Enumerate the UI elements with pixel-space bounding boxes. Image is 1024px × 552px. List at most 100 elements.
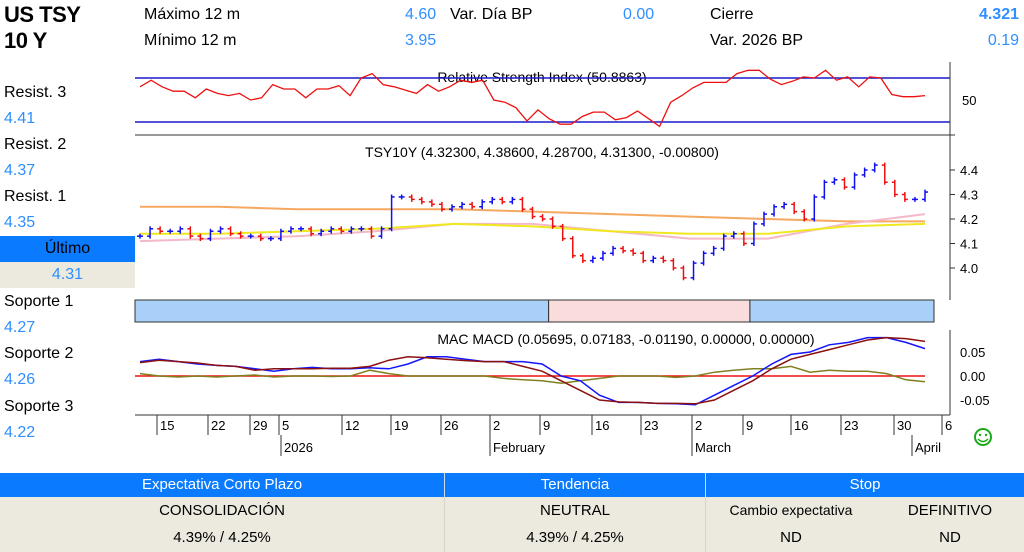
price-tick-label: 4.3 xyxy=(960,188,978,203)
ohlc-bar xyxy=(277,228,284,242)
resist2-value: 4.37 xyxy=(4,162,36,179)
ohlc-bar xyxy=(549,216,556,229)
ohlc-bar xyxy=(398,194,405,200)
month-label: March xyxy=(695,440,731,455)
ohlc-bar xyxy=(499,196,506,205)
price-tick-label: 4.4 xyxy=(960,163,978,178)
rsi-tick-label: 50 xyxy=(962,93,976,108)
ohlc-bar xyxy=(801,209,808,222)
stop-definitivo-label: DEFINITIVO xyxy=(907,502,993,519)
regime-band-up xyxy=(749,299,935,323)
macd-signal-line xyxy=(139,336,926,405)
ohlc-bar xyxy=(267,236,274,242)
ultimo-value: 4.31 xyxy=(0,262,135,288)
ohlc-bar xyxy=(328,226,335,234)
macd-tick-label: -0.05 xyxy=(960,393,990,408)
ohlc-bar xyxy=(922,189,928,202)
macd-histogram-line xyxy=(139,365,926,384)
ohlc-bar xyxy=(197,233,204,242)
ohlc-bar xyxy=(509,196,516,205)
ohlc-bar xyxy=(791,201,798,215)
ohlc-bar xyxy=(710,245,717,256)
x-tick-label: 2 xyxy=(493,418,500,433)
stop-definitivo-value: ND xyxy=(939,529,961,546)
ohlc-bar xyxy=(207,228,214,242)
ohlc-bar xyxy=(650,255,657,264)
macd-tick-label: 0.05 xyxy=(960,345,985,360)
ultimo-label: Último xyxy=(0,236,135,262)
ohlc-bar xyxy=(670,258,677,271)
var-dia-label: Var. Día BP xyxy=(450,6,533,23)
max-value: 4.60 xyxy=(405,6,437,23)
ohlc-bar xyxy=(871,162,878,173)
instrument-tenor: 10 Y xyxy=(4,28,47,53)
expectativa-value: CONSOLIDACIÓN xyxy=(159,502,285,519)
ohlc-bar xyxy=(428,199,435,207)
ohlc-bar xyxy=(298,226,305,232)
x-tick-label: 2 xyxy=(695,418,702,433)
soporte1-value: 4.27 xyxy=(4,319,36,336)
stop-cambio-value: ND xyxy=(780,529,802,546)
ohlc-bar xyxy=(438,201,445,212)
ohlc-bar xyxy=(579,253,586,264)
ohlc-bar xyxy=(167,228,174,234)
ohlc-bar xyxy=(469,201,476,210)
var-year-value: 0.19 xyxy=(987,32,1019,49)
ohlc-bar xyxy=(771,204,778,217)
x-tick-label: 16 xyxy=(794,418,808,433)
rsi-line xyxy=(139,69,926,128)
min-value: 3.95 xyxy=(405,32,437,49)
ohlc-bar xyxy=(620,245,627,254)
ohlc-bar xyxy=(368,226,375,239)
smiley-icon xyxy=(974,428,992,446)
expectativa-range: 4.39% / 4.25% xyxy=(173,529,271,546)
ohlc-bar xyxy=(781,201,788,210)
col-header-tendencia: Tendencia xyxy=(445,473,706,497)
var-dia-value: 0.00 xyxy=(623,6,655,23)
ohlc-bar xyxy=(217,226,224,234)
resist2-label: Resist. 2 xyxy=(4,136,67,153)
x-tick-label: 19 xyxy=(394,418,408,433)
soporte2-label: Soporte 2 xyxy=(4,345,74,362)
ohlc-bar xyxy=(680,265,687,281)
resist3-label: Resist. 3 xyxy=(4,84,67,101)
x-tick-label: 23 xyxy=(644,418,658,433)
stop-cambio-label: Cambio expectativa xyxy=(729,502,853,518)
soporte2-value: 4.26 xyxy=(4,371,36,388)
ohlc-bar xyxy=(318,228,325,237)
price-tick-label: 4.2 xyxy=(960,212,978,227)
x-tick-label: 6 xyxy=(945,418,952,433)
ohlc-bar xyxy=(760,211,767,227)
macd-tick-label: 0.00 xyxy=(960,369,985,384)
resist1-value: 4.35 xyxy=(4,214,36,231)
ohlc-bar xyxy=(559,223,566,242)
stop-definitivo-cell: DEFINITIVO ND xyxy=(876,497,1024,552)
ohlc-bar xyxy=(660,255,667,264)
ohlc-bar xyxy=(448,204,455,212)
month-label: February xyxy=(493,440,546,455)
col-header-expectativa: Expectativa Corto Plazo xyxy=(0,473,445,497)
soporte3-label: Soporte 3 xyxy=(4,398,74,415)
tendencia-cell: NEUTRAL 4.39% / 4.25% xyxy=(445,497,706,552)
ohlc-bar xyxy=(901,192,908,202)
x-tick-label: 5 xyxy=(282,418,289,433)
cierre-value: 4.321 xyxy=(978,6,1019,23)
ohlc-bar xyxy=(821,179,828,200)
ohlc-bar xyxy=(157,226,164,234)
ohlc-bar xyxy=(378,226,385,239)
ohlc-bar xyxy=(831,177,838,185)
stop-cambio-cell: Cambio expectativa ND xyxy=(706,497,876,552)
x-tick-label: 29 xyxy=(253,418,267,433)
resist3-value: 4.41 xyxy=(4,110,36,127)
ohlc-bar xyxy=(287,226,294,234)
ohlc-bar xyxy=(489,196,496,205)
price-tick-label: 4.1 xyxy=(960,237,978,252)
ohlc-bar xyxy=(137,233,143,239)
ohlc-bar xyxy=(740,231,747,246)
x-tick-label: 15 xyxy=(160,418,174,433)
ohlc-bar xyxy=(177,226,184,234)
ohlc-bar xyxy=(227,226,234,237)
ma-mid-line xyxy=(140,222,926,235)
ohlc-bar xyxy=(630,248,637,256)
ohlc-bar xyxy=(348,226,355,234)
